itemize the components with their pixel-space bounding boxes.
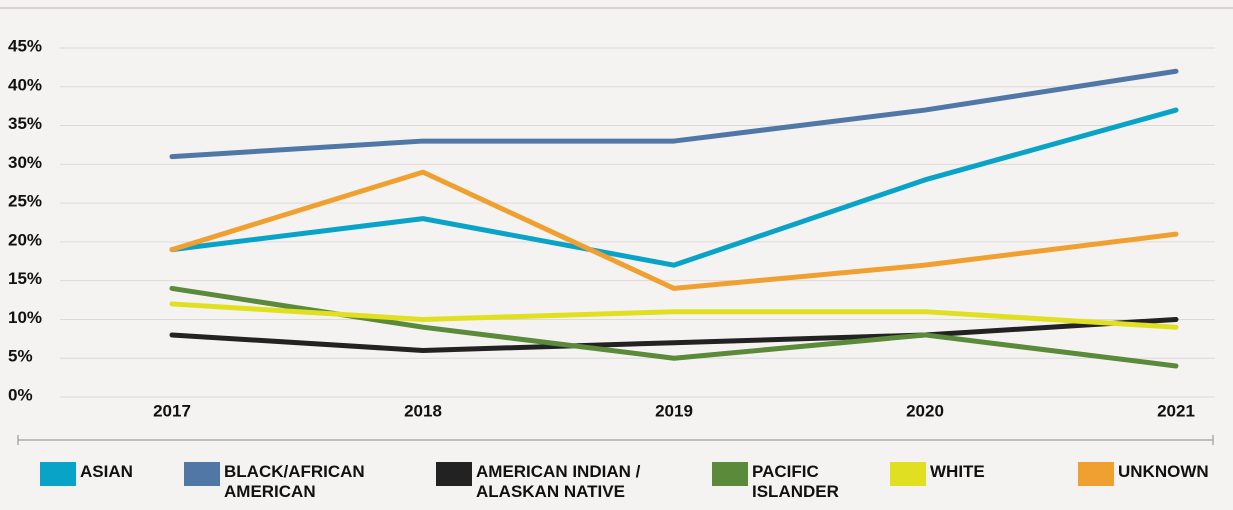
y-tick-label: 15% <box>8 269 42 288</box>
legend-label: WHITE <box>930 462 985 481</box>
y-tick-label: 45% <box>8 36 42 55</box>
y-tick-label: 0% <box>8 385 33 404</box>
legend-item: PACIFIC ISLANDER <box>712 462 862 502</box>
legend-item: UNKNOWN <box>1078 462 1228 486</box>
series-line <box>169 301 1179 330</box>
legend-label: AMERICAN INDIAN / ALASKAN NATIVE <box>476 462 641 501</box>
series-line <box>169 107 1179 268</box>
series-line <box>169 68 1179 160</box>
series-line <box>169 316 1179 353</box>
x-tick-label: 2019 <box>655 401 693 420</box>
y-tick-label: 40% <box>8 75 42 94</box>
legend-item: WHITE <box>890 462 1020 486</box>
y-tick-label: 35% <box>8 114 42 133</box>
x-tick-label: 2017 <box>153 401 191 420</box>
legend-swatch <box>184 462 220 486</box>
legend-swatch <box>890 462 926 486</box>
legend-swatch <box>40 462 76 486</box>
legend-swatch <box>1078 462 1114 486</box>
legend-label: UNKNOWN <box>1118 462 1209 481</box>
legend-swatch <box>712 462 748 486</box>
legend-label: BLACK/AFRICAN AMERICAN <box>224 462 365 501</box>
legend-item: ASIAN <box>40 462 140 486</box>
legend-item: AMERICAN INDIAN / ALASKAN NATIVE <box>436 462 686 502</box>
y-tick-label: 25% <box>8 192 42 211</box>
x-tick-label: 2021 <box>1157 401 1195 420</box>
y-tick-label: 20% <box>8 230 42 249</box>
legend-swatch <box>436 462 472 486</box>
x-tick-label: 2020 <box>906 401 944 420</box>
legend-label: PACIFIC ISLANDER <box>752 462 839 501</box>
y-tick-label: 30% <box>8 153 42 172</box>
y-tick-label: 10% <box>8 308 42 327</box>
y-tick-label: 5% <box>8 347 33 366</box>
series-line <box>169 169 1179 291</box>
x-tick-label: 2018 <box>404 401 442 420</box>
legend-label: ASIAN <box>80 462 133 481</box>
legend-item: BLACK/AFRICAN AMERICAN <box>184 462 414 502</box>
